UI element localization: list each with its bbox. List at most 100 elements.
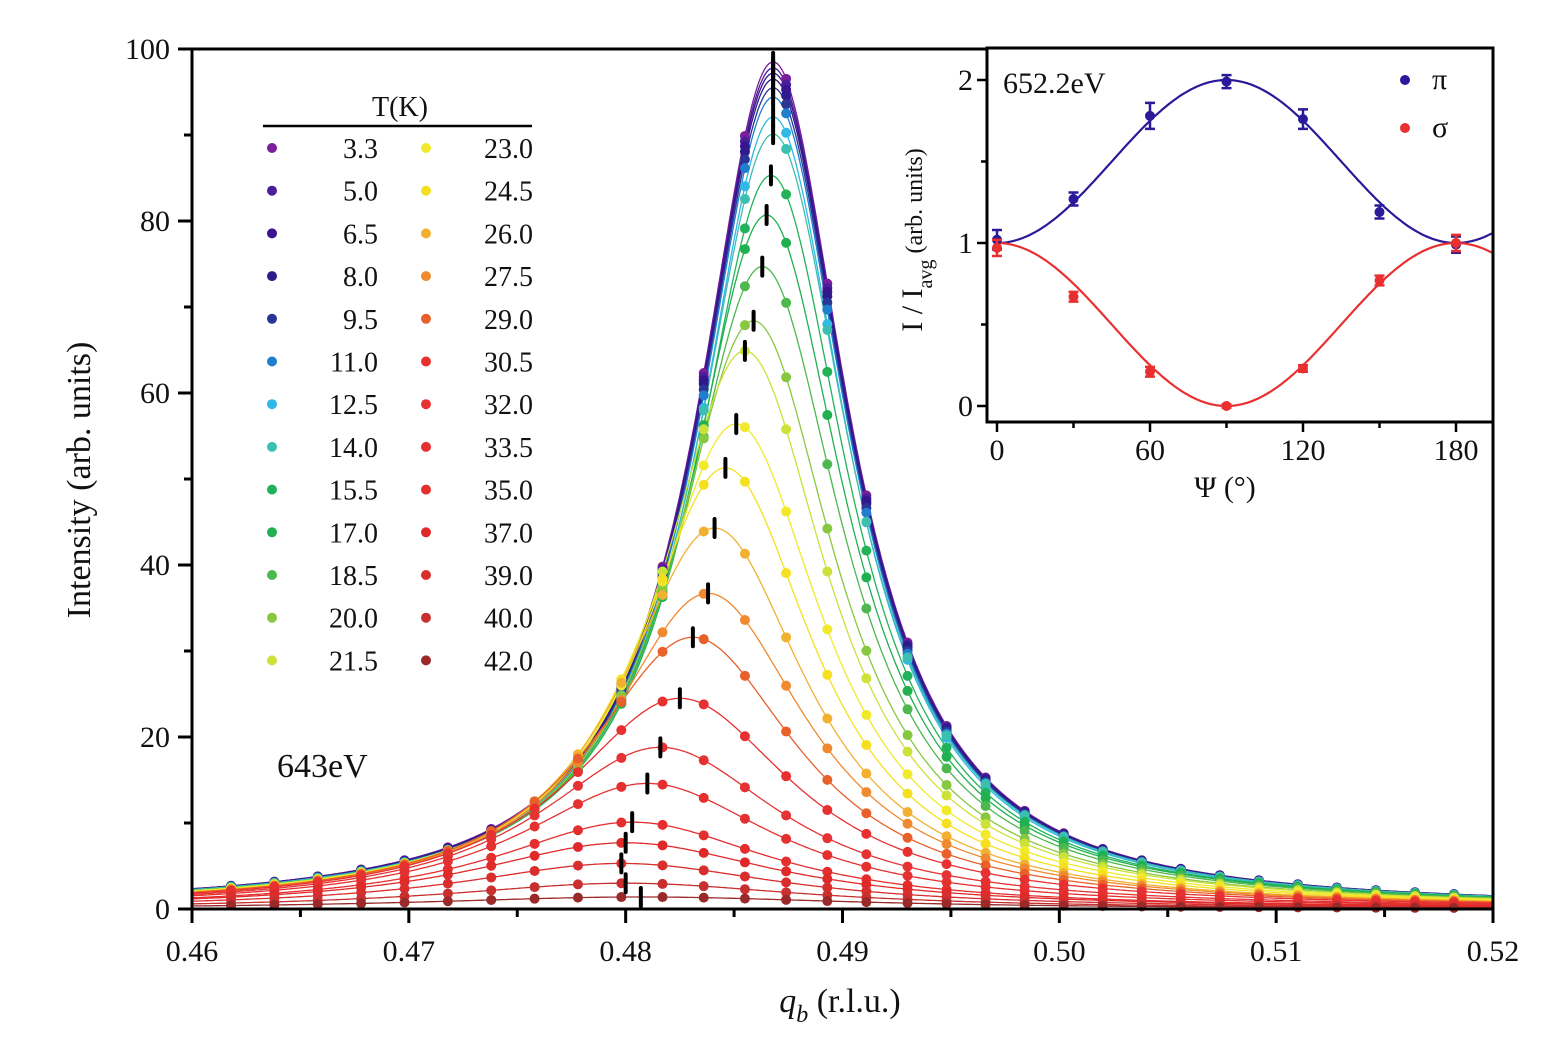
legend-item-8.0K: 8.0 xyxy=(267,262,378,293)
main-peak-markers xyxy=(619,50,776,908)
legend-item-30.5K: 30.5 xyxy=(421,348,533,379)
legend-item-9.5K: 9.5 xyxy=(267,305,378,336)
legend-label: 37.0 xyxy=(484,518,533,549)
legend-label: 40.0 xyxy=(484,604,533,635)
y-tick-label: 80 xyxy=(140,205,170,238)
marker xyxy=(1068,193,1079,204)
main-legend: T(K) 3.3 5.0 6.5 8.0 9.5 11.0 12.5 14.0 15.5 17.0 1… xyxy=(263,92,533,677)
x-tick-label: 0.48 xyxy=(599,935,652,968)
inset-data-point-sigma xyxy=(1068,290,1079,303)
data-point-27.5K xyxy=(861,787,872,798)
data-point-24.5K xyxy=(781,568,792,579)
data-point-15.5K xyxy=(941,742,952,753)
x-tick-label: 0.52 xyxy=(1467,935,1520,968)
data-point-40.0K xyxy=(739,884,750,895)
legend-label: 26.0 xyxy=(484,219,533,250)
legend-marker xyxy=(267,441,277,452)
inset-data-point-sigma xyxy=(1298,363,1308,374)
data-point-42.0K xyxy=(1253,902,1264,913)
legend-marker xyxy=(267,399,277,410)
marker xyxy=(1145,110,1155,121)
legend-item-23.0K: 23.0 xyxy=(421,134,533,165)
legend-label: 18.5 xyxy=(329,561,378,592)
inset-data-point-sigma xyxy=(1145,365,1155,378)
data-point-11.0K xyxy=(822,304,833,315)
data-point-40.0K xyxy=(572,879,583,890)
data-point-15.5K xyxy=(822,366,833,377)
data-point-40.0K xyxy=(698,881,709,892)
legend-item-29.0K: 29.0 xyxy=(421,305,533,336)
legend-title: T(K) xyxy=(372,92,428,123)
legend-marker xyxy=(267,655,277,666)
legend-marker xyxy=(421,185,431,196)
data-point-42.0K xyxy=(442,896,453,907)
data-point-35.0K xyxy=(781,856,792,867)
data-point-33.5K xyxy=(657,779,668,790)
data-point-30.5K xyxy=(902,846,913,857)
data-point-20.0K xyxy=(980,812,991,823)
data-point-32.0K xyxy=(941,870,952,881)
data-point-26.0K xyxy=(781,632,792,643)
data-point-23.0K xyxy=(861,709,872,720)
data-point-26.0K xyxy=(861,768,872,779)
data-point-26.0K xyxy=(822,713,833,724)
data-point-37.0K xyxy=(529,850,540,861)
data-point-27.5K xyxy=(941,839,952,850)
data-point-20.0K xyxy=(861,645,872,656)
inset-data-point-pi xyxy=(1068,191,1079,207)
data-point-32.0K xyxy=(902,861,913,872)
data-point-21.5K xyxy=(1019,838,1030,849)
inset-legend-item-pi: π xyxy=(1400,63,1447,96)
data-point-26.0K xyxy=(941,831,952,842)
data-point-35.0K xyxy=(529,838,540,849)
y-tick-label: 0 xyxy=(155,893,170,926)
data-point-42.0K xyxy=(698,892,709,903)
data-point-29.0K xyxy=(739,670,750,681)
data-point-33.5K xyxy=(698,792,709,803)
data-point-29.0K xyxy=(781,726,792,737)
data-point-39.0K xyxy=(529,865,540,876)
legend-label: σ xyxy=(1432,111,1448,144)
data-point-37.0K xyxy=(442,869,453,880)
data-point-42.0K xyxy=(657,892,668,903)
data-point-32.0K xyxy=(486,834,497,845)
y-tick-label: 60 xyxy=(140,377,170,410)
inset-fit-curve-pi xyxy=(997,78,1493,245)
data-point-42.0K xyxy=(781,894,792,905)
legend-item-32.0K: 32.0 xyxy=(421,390,533,421)
legend-marker xyxy=(421,570,431,580)
legend-item-20.0K: 20.0 xyxy=(267,604,378,635)
legend-marker xyxy=(421,441,431,452)
inset-axes: 0 60 120 180 0 1 2 xyxy=(958,46,1495,467)
inset-y-label-unit: (arb. units) xyxy=(902,148,928,259)
main-annotation: 643eV xyxy=(277,748,368,785)
main-x-axis-label: qb (r.l.u.) xyxy=(779,983,901,1028)
data-point-33.5K xyxy=(442,856,453,867)
data-point-30.5K xyxy=(861,828,872,839)
data-point-39.0K xyxy=(486,872,497,883)
data-point-24.5K xyxy=(980,838,991,849)
legend-marker xyxy=(1400,75,1410,85)
data-point-8.0K xyxy=(739,146,750,157)
inset-data-point-sigma xyxy=(1374,274,1385,287)
data-point-24.5K xyxy=(861,739,872,750)
data-point-14.0K xyxy=(980,778,991,789)
inset-y-tick-label: 2 xyxy=(958,64,973,97)
data-point-17.0K xyxy=(861,572,872,583)
data-point-42.0K xyxy=(902,898,913,909)
data-point-30.5K xyxy=(657,696,668,707)
legend-marker xyxy=(421,271,431,282)
legend-label: 17.0 xyxy=(329,518,378,549)
legend-marker xyxy=(267,143,277,153)
data-point-42.0K xyxy=(739,893,750,904)
data-point-14.0K xyxy=(822,324,833,335)
data-point-37.0K xyxy=(698,847,709,858)
data-point-18.5K xyxy=(822,459,833,470)
data-point-40.0K xyxy=(486,885,497,896)
inset-y-tick-label: 0 xyxy=(958,390,973,423)
data-point-26.0K xyxy=(739,548,750,559)
data-point-39.0K xyxy=(572,860,583,871)
legend-label: 3.3 xyxy=(343,134,378,165)
legend-label: 32.0 xyxy=(484,390,533,421)
data-point-27.5K xyxy=(822,743,833,754)
